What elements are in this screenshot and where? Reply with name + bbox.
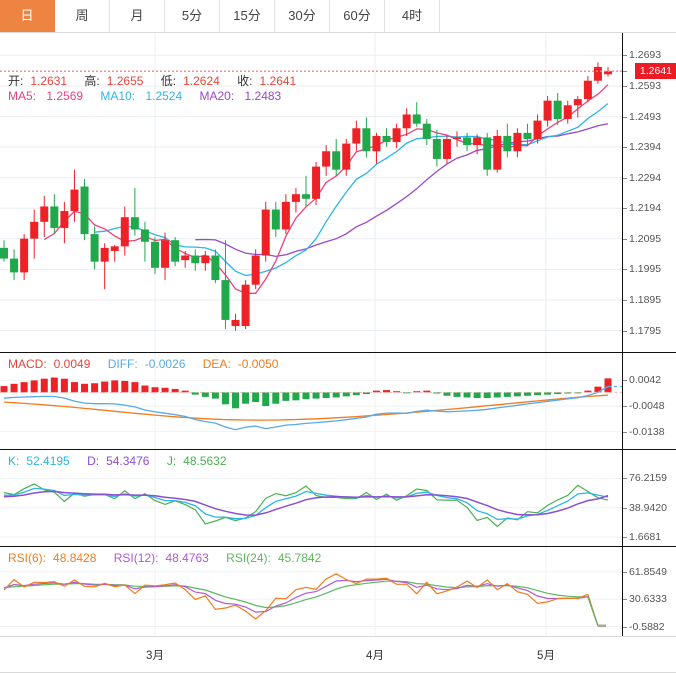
axis-label: 1.1995 [629, 263, 662, 276]
axis-label: 0.0042 [629, 374, 662, 387]
time-axis: 3月 4月 5月 [0, 637, 676, 673]
axis-tick [623, 626, 627, 628]
kdj-plot-area[interactable] [0, 450, 622, 546]
axis-tick [623, 269, 627, 271]
axis-tick [623, 177, 627, 179]
axis-tick [623, 208, 627, 210]
time-axis-label: 5月 [537, 650, 555, 662]
axis-label: 1.6681 [629, 530, 662, 543]
tab-2[interactable]: 月 [110, 0, 165, 32]
axis-label: 61.8549 [629, 565, 667, 578]
price-plot-area[interactable] [0, 33, 622, 352]
axis-tick [623, 116, 627, 118]
timeframe-tabbar: 日周月 5分 15分 30分 60分 4时 [0, 0, 676, 33]
axis-label: 1.2493 [629, 110, 662, 123]
axis-tick [623, 330, 627, 332]
axis-tick [623, 300, 627, 301]
axis-label: 30.6333 [629, 593, 667, 606]
tab-4[interactable]: 15分 [220, 0, 275, 32]
axis-tick [623, 238, 627, 240]
axis-tick [623, 146, 627, 148]
tab-5[interactable]: 30分 [275, 0, 330, 32]
axis-label: 1.2394 [629, 140, 662, 153]
tab-3[interactable]: 5分 [165, 0, 220, 32]
tab-1[interactable]: 周 [55, 0, 110, 32]
axis-label: 1.2693 [629, 49, 662, 62]
rsi-panel: RSI(6): 48.8428 RSI(12): 48.4763 RSI(24): 4… [0, 547, 676, 637]
axis-label: 1.2294 [629, 171, 662, 184]
axis-label: -0.0138 [629, 425, 665, 438]
axis-tick [623, 55, 627, 57]
axis-tick [623, 599, 627, 601]
axis-label: 1.2593 [629, 79, 662, 92]
tab-6[interactable]: 60分 [330, 0, 385, 32]
macd-plot-area[interactable] [0, 353, 622, 449]
current-price-tag: 1.2641 [634, 63, 676, 80]
axis-tick [623, 85, 627, 87]
kdj-axis: 76.2159 38.9420 1.6681 [622, 450, 676, 546]
axis-tick [623, 536, 627, 538]
axis-tick [623, 507, 627, 509]
axis-tick [623, 571, 627, 573]
rsi-axis: 61.8549 30.6333 -0.5882 [622, 547, 676, 636]
rsi-plot-area[interactable] [0, 547, 622, 636]
axis-label: -0.5882 [629, 620, 665, 633]
axis-label: 1.2194 [629, 202, 662, 215]
axis-label: -0.0048 [629, 400, 665, 412]
tab-7[interactable]: 4时 [385, 0, 440, 32]
macd-panel: MACD: 0.0049 DIFF: -0.0026 DEA: -0.0050 0.0… [0, 353, 676, 450]
axis-tick [623, 71, 627, 73]
axis-label: 76.2159 [629, 472, 667, 485]
axis-tick [623, 431, 627, 433]
axis-tick [623, 406, 627, 407]
macd-axis: 0.0042 -0.0048 -0.0138 [622, 353, 676, 449]
axis-label: 1.2095 [629, 232, 662, 245]
axis-tick [623, 380, 627, 382]
price-candlestick-panel: 开: 1.2631 高: 1.2655 低: 1.2624 收: 1.2641 MA5:… [0, 33, 676, 353]
kdj-panel: K: 52.4195 D: 54.3476 J: 48.5632 76.2159 38.… [0, 450, 676, 547]
axis-label: 1.1795 [629, 324, 662, 337]
tabbar-filler [440, 0, 676, 32]
tab-0[interactable]: 日 [0, 0, 55, 32]
axis-tick [623, 478, 627, 480]
axis-label: 1.1895 [629, 294, 662, 306]
time-axis-label: 3月 [146, 650, 164, 662]
time-axis-label: 4月 [366, 650, 384, 662]
axis-label: 38.9420 [629, 501, 667, 514]
